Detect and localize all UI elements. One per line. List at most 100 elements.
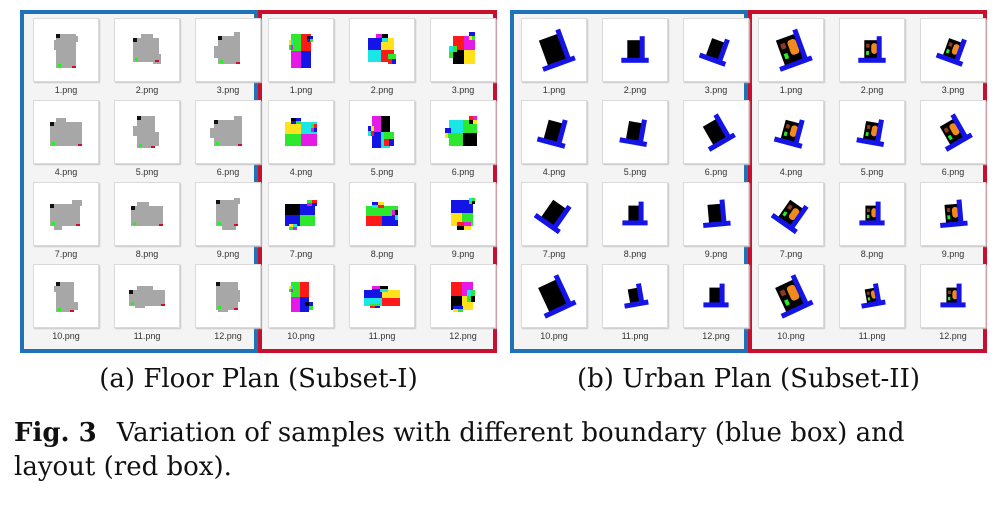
floor-layout-filename: 12.png bbox=[449, 331, 477, 341]
floor-layout-tile: 10.png bbox=[266, 264, 336, 342]
urban-boundary-filename: 10.png bbox=[540, 331, 568, 341]
urban-boundary-tile: 5.png bbox=[600, 100, 670, 178]
urban-layout-thumbnail-image bbox=[758, 182, 824, 246]
urban-layout-filename: 6.png bbox=[941, 167, 965, 177]
panel-a-caption: (a) Floor Plan (Subset-I) bbox=[99, 364, 418, 394]
urban-layout-filename: 12.png bbox=[939, 331, 967, 341]
floor-boundary-tile: 10.png bbox=[31, 264, 101, 342]
floor-boundary-thumbnail-image bbox=[33, 182, 99, 246]
floor-layout-tile: 2.png bbox=[347, 18, 417, 96]
urban-boundary-filename: 4.png bbox=[542, 167, 566, 177]
floor-boundary-filename: 4.png bbox=[54, 167, 78, 177]
urban-layout-tile: 1.png bbox=[756, 18, 826, 96]
urban-layout-thumbnail-graphic bbox=[940, 199, 968, 228]
urban-layout-tile: 11.png bbox=[837, 264, 907, 342]
floor-boundary-filename: 5.png bbox=[135, 167, 159, 177]
urban-layout-thumbnail-image bbox=[758, 18, 824, 82]
floor-layout-thumbnail-graphic bbox=[449, 32, 475, 64]
floor-layout-filename: 9.png bbox=[451, 249, 475, 259]
floor-layout-thumbnail-graphic bbox=[445, 116, 477, 146]
urban-layout-thumbnail-graphic bbox=[861, 283, 886, 309]
panel-b-boundary-frame bbox=[510, 10, 748, 353]
urban-boundary-filename: 8.png bbox=[623, 249, 647, 259]
floor-boundary-thumbnail-graphic bbox=[210, 116, 242, 146]
urban-boundary-thumbnail-graphic bbox=[702, 113, 736, 152]
floor-boundary-thumbnail-graphic bbox=[216, 282, 240, 312]
floor-layout-filename: 11.png bbox=[368, 331, 396, 341]
floor-layout-thumbnail-image bbox=[349, 182, 415, 246]
floor-boundary-filename: 10.png bbox=[52, 331, 80, 341]
urban-layout-thumbnail-image bbox=[920, 100, 986, 164]
floor-layout-tile: 9.png bbox=[428, 182, 498, 260]
urban-boundary-thumbnail-image bbox=[602, 100, 668, 164]
urban-layout-tile: 6.png bbox=[918, 100, 988, 178]
floor-boundary-tile: 11.png bbox=[112, 264, 182, 342]
urban-layout-filename: 5.png bbox=[860, 167, 884, 177]
urban-layout-thumbnail-graphic bbox=[858, 36, 886, 63]
urban-layout-tile: 10.png bbox=[756, 264, 826, 342]
floor-boundary-filename: 7.png bbox=[54, 249, 78, 259]
urban-boundary-thumbnail-graphic bbox=[533, 199, 572, 235]
urban-boundary-tile: 4.png bbox=[519, 100, 589, 178]
floor-layout-thumbnail-graphic bbox=[451, 198, 475, 230]
floor-boundary-thumbnail-graphic bbox=[54, 34, 78, 68]
floor-layout-filename: 6.png bbox=[451, 167, 475, 177]
urban-boundary-thumbnail-image bbox=[521, 182, 587, 246]
urban-boundary-filename: 11.png bbox=[621, 331, 649, 341]
floor-layout-tile: 8.png bbox=[347, 182, 417, 260]
urban-boundary-tile: 1.png bbox=[519, 18, 589, 96]
urban-boundary-filename: 2.png bbox=[623, 85, 647, 95]
urban-boundary-filename: 5.png bbox=[623, 167, 647, 177]
floor-layout-thumbnail-image bbox=[430, 264, 496, 328]
floor-boundary-thumbnail-graphic bbox=[214, 32, 240, 64]
urban-boundary-thumbnail-graphic bbox=[703, 199, 731, 228]
floor-boundary-tile: 3.png bbox=[193, 18, 263, 96]
floor-boundary-thumbnail-image bbox=[33, 100, 99, 164]
floor-layout-thumbnail-image bbox=[430, 182, 496, 246]
urban-layout-thumbnail-image bbox=[839, 264, 905, 328]
floor-boundary-filename: 1.png bbox=[54, 85, 78, 95]
urban-boundary-thumbnail-image bbox=[683, 100, 749, 164]
urban-layout-filename: 10.png bbox=[777, 331, 805, 341]
floor-boundary-filename: 11.png bbox=[133, 331, 161, 341]
panel-a-layout-grid: 1.png 2.png 3.png 4.png 5.png 6.png 7.png 8.png… bbox=[266, 18, 498, 342]
floor-layout-thumbnail-graphic bbox=[368, 34, 396, 64]
urban-boundary-thumbnail-image bbox=[602, 264, 668, 328]
urban-layout-thumbnail-graphic bbox=[770, 199, 809, 235]
urban-layout-tile: 4.png bbox=[756, 100, 826, 178]
floor-layout-thumbnail-image bbox=[268, 18, 334, 82]
urban-layout-tile: 3.png bbox=[918, 18, 988, 96]
floor-layout-tile: 11.png bbox=[347, 264, 417, 342]
urban-boundary-thumbnail-graphic bbox=[536, 119, 568, 149]
floor-layout-tile: 5.png bbox=[347, 100, 417, 178]
urban-layout-filename: 2.png bbox=[860, 85, 884, 95]
floor-layout-filename: 1.png bbox=[289, 85, 313, 95]
urban-layout-filename: 1.png bbox=[779, 85, 803, 95]
floor-boundary-tile: 8.png bbox=[112, 182, 182, 260]
urban-layout-thumbnail-graphic bbox=[775, 28, 813, 72]
panel-a-boundary-grid: 1.png 2.png 3.png 4.png 5.png 6.png 7.png 8.png… bbox=[31, 18, 263, 342]
panel-a-layout-frame bbox=[258, 10, 497, 353]
floor-layout-thumbnail-image bbox=[349, 264, 415, 328]
urban-layout-thumbnail-image bbox=[839, 182, 905, 246]
urban-layout-thumbnail-image bbox=[758, 100, 824, 164]
floor-boundary-thumbnail-graphic bbox=[131, 202, 163, 226]
urban-boundary-tile: 11.png bbox=[600, 264, 670, 342]
floor-layout-filename: 2.png bbox=[370, 85, 394, 95]
urban-layout-tile: 2.png bbox=[837, 18, 907, 96]
floor-boundary-tile: 1.png bbox=[31, 18, 101, 96]
floor-boundary-thumbnail-image bbox=[33, 264, 99, 328]
floor-layout-thumbnail-graphic bbox=[366, 202, 398, 226]
urban-layout-thumbnail-image bbox=[920, 182, 986, 246]
floor-layout-filename: 8.png bbox=[370, 249, 394, 259]
urban-layout-filename: 11.png bbox=[858, 331, 886, 341]
floor-boundary-thumbnail-graphic bbox=[133, 116, 159, 148]
urban-layout-thumbnail-graphic bbox=[773, 119, 805, 149]
urban-layout-filename: 3.png bbox=[941, 85, 965, 95]
urban-boundary-tile: 10.png bbox=[519, 264, 589, 342]
floor-layout-thumbnail-graphic bbox=[289, 282, 313, 312]
floor-layout-thumbnail-image bbox=[430, 100, 496, 164]
urban-boundary-thumbnail-image bbox=[521, 18, 587, 82]
floor-boundary-thumbnail-image bbox=[195, 18, 261, 82]
panel-b-caption: (b) Urban Plan (Subset-II) bbox=[576, 364, 920, 394]
